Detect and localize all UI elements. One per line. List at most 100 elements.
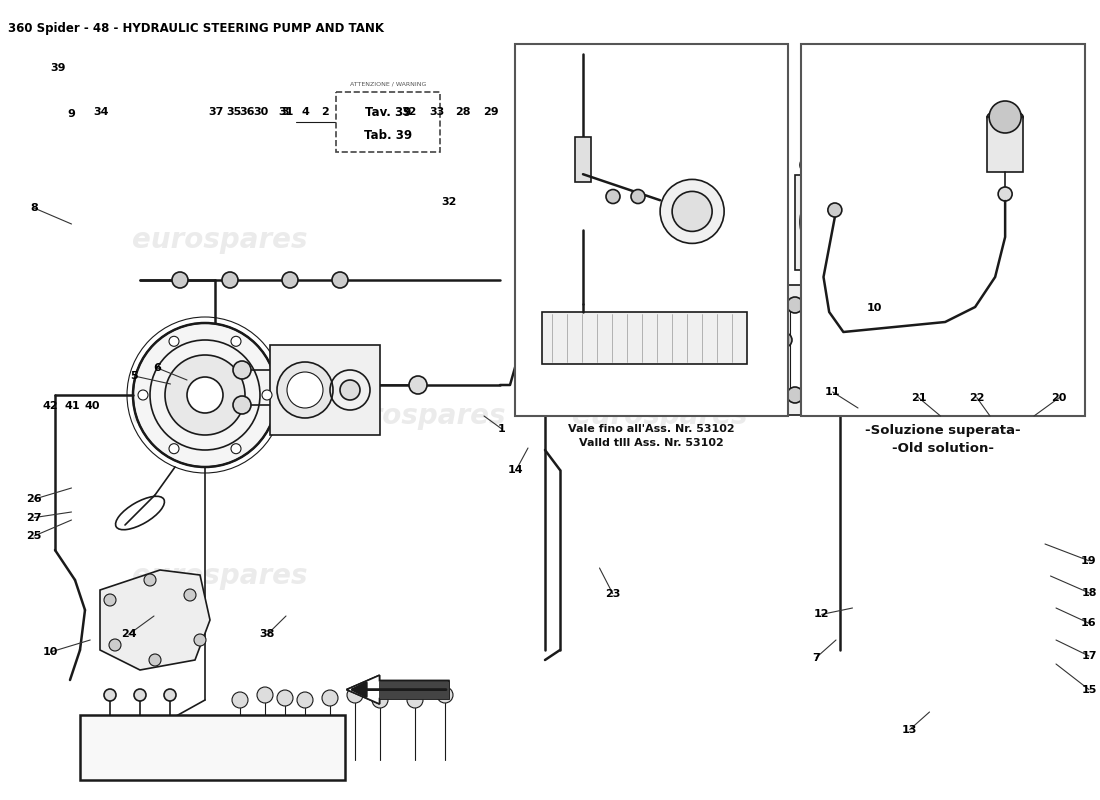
Polygon shape: [870, 290, 1040, 380]
Circle shape: [232, 692, 248, 708]
Circle shape: [262, 390, 272, 400]
Circle shape: [287, 372, 323, 408]
Circle shape: [660, 179, 724, 243]
Bar: [542, 312, 747, 364]
Text: 10: 10: [43, 647, 58, 657]
Text: eurospares: eurospares: [847, 266, 1023, 294]
Circle shape: [852, 353, 867, 367]
Text: eurospares: eurospares: [330, 402, 506, 430]
Circle shape: [332, 272, 348, 288]
Text: 14: 14: [508, 466, 524, 475]
Text: -Old solution-: -Old solution-: [892, 442, 993, 455]
Circle shape: [672, 191, 712, 231]
Circle shape: [297, 692, 313, 708]
Circle shape: [257, 687, 273, 703]
Bar: [790, 300, 900, 400]
Text: -Soluzione superata-: -Soluzione superata-: [865, 424, 1021, 437]
Circle shape: [277, 690, 293, 706]
Text: 13: 13: [902, 725, 917, 734]
Circle shape: [164, 689, 176, 701]
Circle shape: [346, 687, 363, 703]
Bar: [987, 117, 1023, 172]
Text: 23: 23: [605, 589, 620, 598]
Circle shape: [372, 692, 388, 708]
Text: eurospares: eurospares: [572, 226, 748, 254]
Circle shape: [109, 639, 121, 651]
Bar: [80, 715, 345, 780]
Circle shape: [409, 376, 427, 394]
Text: eurospares: eurospares: [132, 562, 308, 590]
Circle shape: [172, 272, 188, 288]
Circle shape: [812, 194, 868, 250]
Circle shape: [786, 297, 803, 313]
Text: 25: 25: [26, 531, 42, 541]
Bar: [575, 137, 591, 182]
Text: 30: 30: [253, 107, 268, 117]
Text: 5: 5: [131, 371, 138, 381]
Text: 41: 41: [65, 401, 80, 410]
Circle shape: [144, 574, 156, 586]
Circle shape: [169, 336, 179, 346]
Text: 360 Spider - 48 - HYDRAULIC STEERING PUMP AND TANK: 360 Spider - 48 - HYDRAULIC STEERING PUM…: [8, 22, 384, 35]
Text: 10: 10: [867, 303, 882, 313]
Text: 3: 3: [282, 107, 288, 117]
Text: eurospares: eurospares: [572, 402, 748, 430]
Polygon shape: [346, 675, 449, 704]
Bar: [818, 130, 862, 150]
Circle shape: [322, 690, 338, 706]
Circle shape: [437, 687, 453, 703]
Text: 1: 1: [497, 424, 506, 434]
Text: 36: 36: [240, 107, 255, 117]
Circle shape: [778, 333, 792, 347]
Text: eurospares: eurospares: [132, 402, 308, 430]
Circle shape: [138, 390, 148, 400]
Circle shape: [222, 272, 238, 288]
Circle shape: [830, 289, 849, 307]
Bar: [795, 175, 890, 270]
Circle shape: [194, 634, 206, 646]
Text: 34: 34: [94, 107, 109, 117]
Ellipse shape: [987, 110, 1023, 124]
Circle shape: [231, 444, 241, 454]
Circle shape: [277, 362, 333, 418]
Circle shape: [828, 203, 842, 217]
Circle shape: [813, 363, 827, 377]
Text: Tav. 39: Tav. 39: [364, 106, 411, 119]
Polygon shape: [346, 675, 449, 704]
Text: 27: 27: [26, 513, 42, 522]
Circle shape: [786, 387, 803, 403]
Circle shape: [340, 380, 360, 400]
Text: 22: 22: [969, 393, 984, 402]
Circle shape: [148, 654, 161, 666]
Text: 32: 32: [402, 107, 417, 117]
Text: 4: 4: [301, 107, 310, 117]
Text: 26: 26: [26, 494, 42, 504]
Ellipse shape: [818, 124, 862, 136]
Polygon shape: [270, 345, 380, 435]
Circle shape: [989, 101, 1021, 133]
Text: 29: 29: [483, 107, 498, 117]
Text: 15: 15: [1081, 685, 1097, 694]
Circle shape: [887, 387, 903, 403]
Text: 12: 12: [814, 610, 829, 619]
Text: 31: 31: [278, 107, 294, 117]
Circle shape: [800, 182, 880, 262]
Text: 28: 28: [455, 107, 471, 117]
Text: 9: 9: [67, 110, 76, 119]
Circle shape: [104, 594, 116, 606]
Circle shape: [187, 377, 223, 413]
Ellipse shape: [800, 147, 880, 182]
Text: 7: 7: [812, 653, 821, 662]
Text: ATTENZIONE / WARNING: ATTENZIONE / WARNING: [350, 82, 426, 87]
Text: 16: 16: [1081, 618, 1097, 628]
Bar: [776, 285, 915, 415]
Text: Valld tlll Ass. Nr. 53102: Valld tlll Ass. Nr. 53102: [579, 438, 724, 448]
Circle shape: [282, 272, 298, 288]
Circle shape: [631, 190, 645, 203]
Text: 2: 2: [320, 107, 329, 117]
Text: 8: 8: [30, 203, 38, 213]
Circle shape: [133, 323, 277, 467]
Bar: [378, 681, 449, 698]
Text: eurospares: eurospares: [132, 226, 308, 254]
Ellipse shape: [807, 154, 872, 176]
